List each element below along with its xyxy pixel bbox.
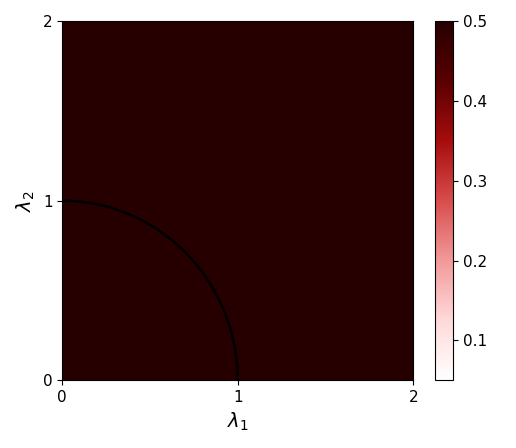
Y-axis label: $\lambda_2$: $\lambda_2$ [15,190,37,211]
X-axis label: $\lambda_1$: $\lambda_1$ [227,411,249,433]
